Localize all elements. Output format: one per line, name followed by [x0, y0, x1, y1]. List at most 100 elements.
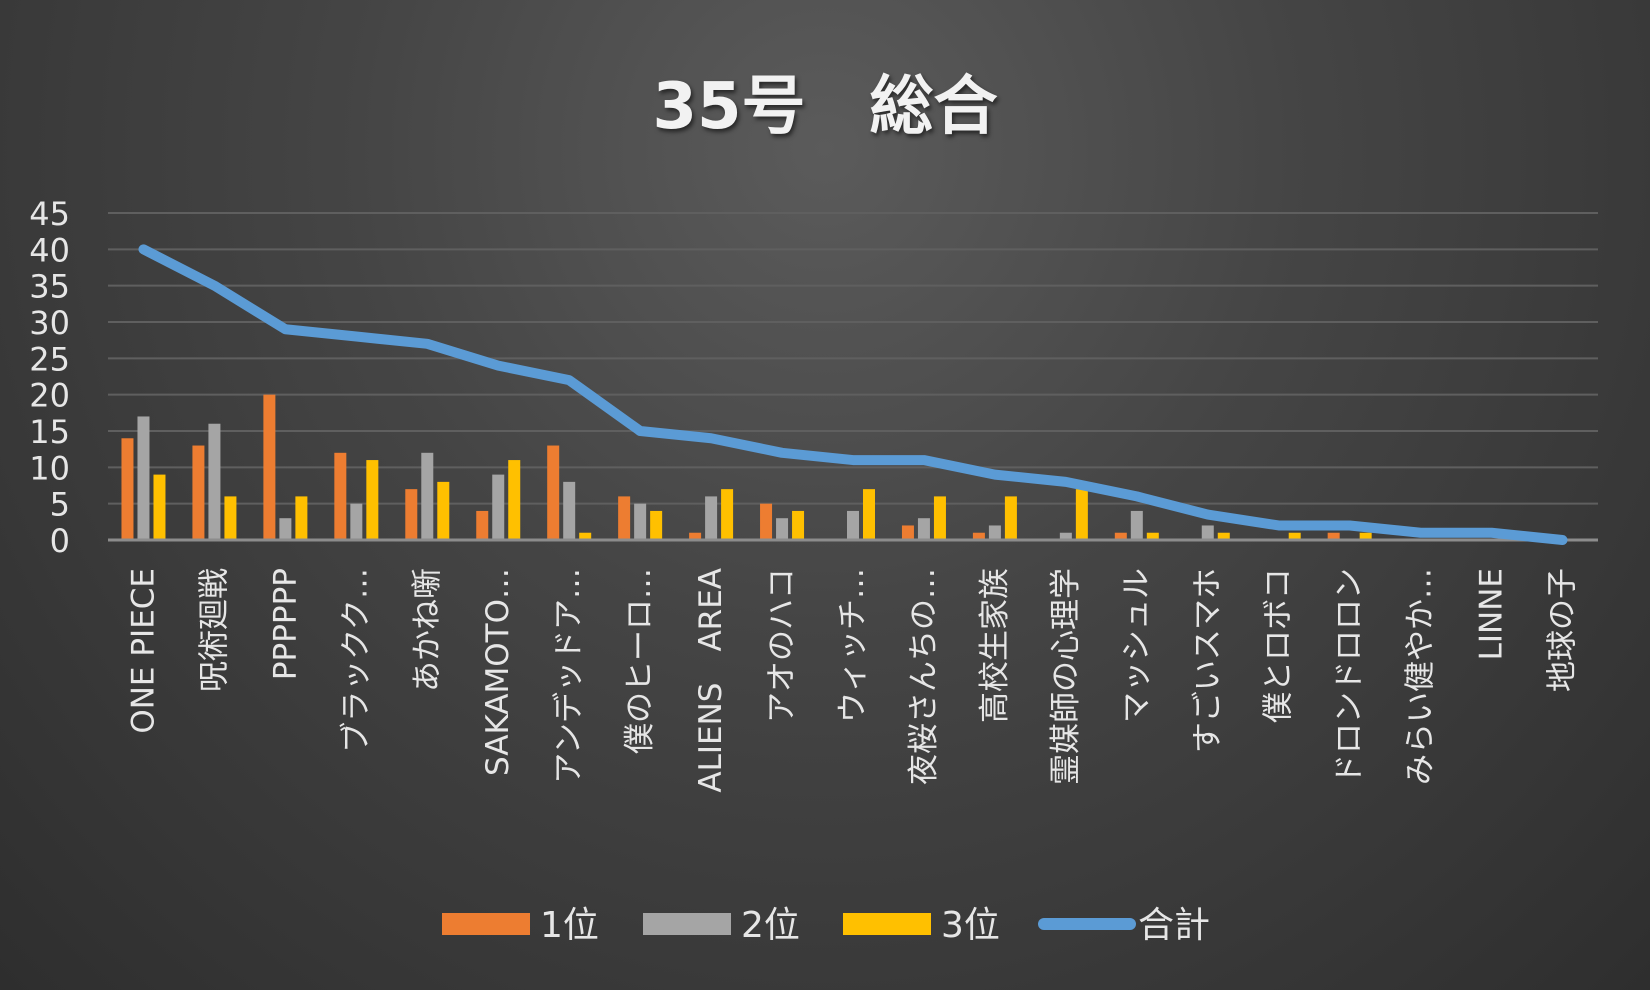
bar-3位: [1075, 489, 1088, 540]
total-point: [1348, 524, 1351, 527]
bar-3位: [933, 496, 946, 540]
bar-3位: [1146, 532, 1159, 540]
bar-3位: [1004, 496, 1017, 540]
legend-label: 1位: [540, 905, 599, 946]
x-tick-label: 霊媒師の心理学: [1048, 568, 1084, 785]
x-tick-label: あかね噺: [409, 568, 445, 692]
y-tick-label: 40: [29, 231, 70, 269]
x-tick-label: ALIENS AREA: [693, 568, 729, 793]
bar-2位: [776, 518, 789, 540]
bar-1位: [547, 445, 560, 540]
y-tick-label: 30: [29, 304, 70, 342]
total-point: [568, 379, 571, 382]
y-tick-label: 35: [29, 268, 70, 306]
x-tick-label: 地球の子: [1545, 568, 1581, 692]
y-tick-label: 15: [29, 413, 70, 451]
bar-1位: [689, 532, 702, 540]
y-tick-label: 45: [29, 195, 70, 233]
bar-3位: [295, 496, 308, 540]
bar-2位: [1201, 525, 1214, 540]
total-point: [710, 437, 713, 440]
total-point: [1419, 531, 1422, 534]
y-tick-label: 10: [29, 449, 70, 487]
total-point: [1277, 524, 1280, 527]
y-tick-label: 20: [29, 377, 70, 415]
bar-2位: [988, 525, 1001, 540]
y-tick-label: 0: [50, 522, 70, 560]
x-tick-label: マッシュル: [1119, 568, 1155, 723]
bar-2位: [917, 518, 930, 540]
bar-3位: [1217, 532, 1230, 540]
total-point: [852, 459, 854, 462]
bar-3位: [224, 496, 237, 540]
bar-1位: [121, 438, 134, 540]
legend-label: 2位: [741, 905, 800, 946]
total-point: [213, 284, 216, 287]
bar-1位: [760, 503, 773, 540]
bar-3位: [1359, 532, 1372, 540]
total-point: [1064, 480, 1067, 483]
total-point: [1135, 495, 1138, 498]
x-tick-label: すごいスマホ: [1190, 568, 1226, 753]
x-tick-label: 夜桜さんちの…: [906, 568, 942, 785]
bar-1位: [405, 489, 418, 540]
legend-label: 合計: [1138, 905, 1210, 946]
bar-1位: [476, 510, 489, 540]
total-point: [993, 473, 996, 476]
bar-3位: [792, 510, 805, 540]
legend: 1位 2位 3位 合計: [442, 905, 1210, 946]
total-point: [781, 451, 784, 454]
x-tick-label: ONE PIECE: [125, 568, 161, 734]
bar-2位: [634, 503, 647, 540]
total-point: [639, 430, 642, 432]
bar-1位: [618, 496, 631, 540]
bar-2位: [279, 518, 292, 540]
bar-2位: [705, 496, 718, 540]
bar-3位: [1288, 532, 1301, 540]
bar-2位: [1130, 510, 1143, 540]
x-axis-labels: ONE PIECE 呪術廻戦 PPPPPP ブラックク… あかね噺 SAKAMOTO… アン…: [125, 568, 1580, 793]
chart-title: 35号 総合: [652, 70, 998, 144]
x-tick-label: LINNE: [1474, 568, 1510, 660]
x-tick-label: ブラックク…: [338, 568, 374, 753]
bar-1位: [192, 445, 205, 540]
total-point: [142, 248, 145, 251]
legend-swatch-2位: [643, 913, 731, 935]
total-point: [1490, 531, 1493, 534]
y-tick-label: 25: [29, 340, 70, 378]
bar-3位: [366, 460, 379, 540]
bar-1位: [901, 525, 914, 540]
bar-1位: [1327, 532, 1340, 540]
x-tick-label: アンデッドア…: [551, 568, 587, 784]
bar-3位: [579, 532, 592, 540]
x-tick-label: SAKAMOTO…: [480, 568, 516, 776]
bar-3位: [508, 460, 521, 540]
total-point: [284, 328, 287, 331]
total-point: [922, 459, 925, 462]
x-tick-label: ウィッチ…: [835, 568, 871, 723]
y-tick-label: 5: [50, 486, 70, 524]
bar-3位: [437, 481, 450, 540]
bar-1位: [972, 532, 985, 540]
total-point: [497, 364, 500, 367]
bar-2位: [847, 510, 859, 540]
bar-3位: [650, 510, 663, 540]
total-point: [1561, 539, 1564, 541]
gridlines: [108, 212, 1598, 505]
bar-2位: [492, 474, 505, 540]
bar-3位: [153, 474, 166, 540]
total-point: [426, 342, 429, 345]
bar-2位: [563, 481, 576, 540]
bar-3位: [863, 489, 875, 540]
x-tick-label: PPPPPP: [267, 568, 303, 680]
legend-label: 3位: [941, 905, 1000, 946]
x-tick-label: 高校生家族: [977, 568, 1013, 723]
bar-3位: [721, 489, 734, 540]
bar-1位: [334, 452, 347, 540]
total-point: [1206, 513, 1209, 516]
bar-1位: [1114, 532, 1127, 540]
bar-2位: [350, 503, 363, 540]
